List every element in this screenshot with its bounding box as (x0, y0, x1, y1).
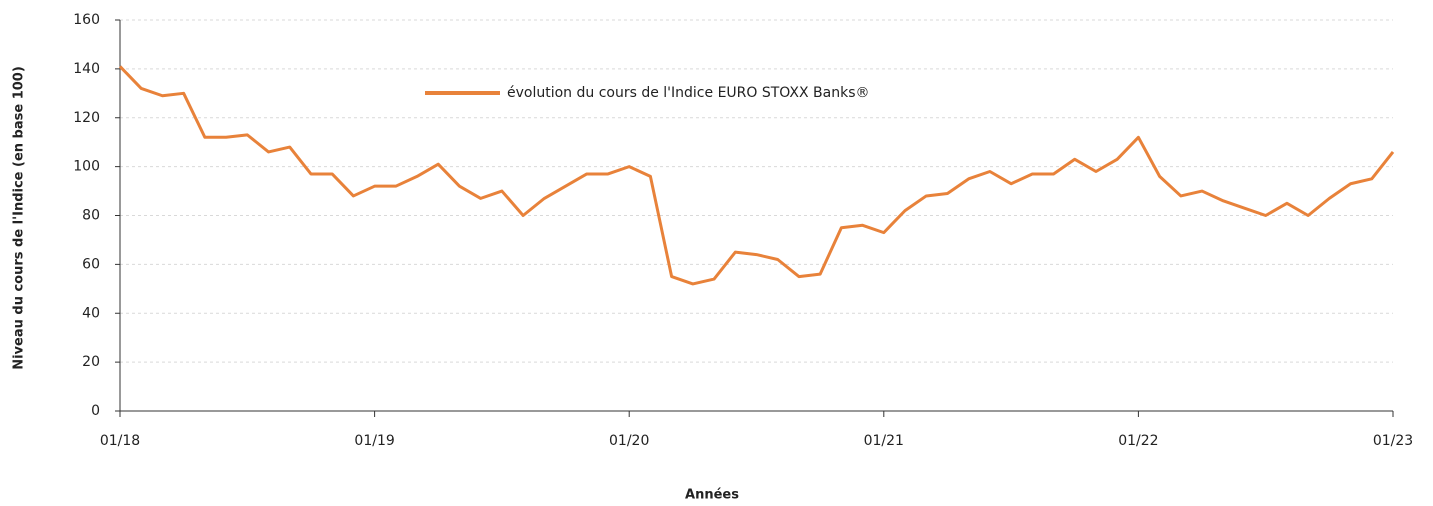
y-tick-label: 80 (82, 208, 100, 224)
y-tick-label: 20 (82, 354, 100, 370)
y-tick-label: 40 (82, 305, 100, 321)
y-tick-label: 0 (91, 403, 100, 419)
x-tick-label: 01/22 (1118, 433, 1158, 449)
x-tick-label: 01/20 (609, 433, 649, 449)
y-tick-label: 60 (82, 256, 100, 272)
y-tick-label: 140 (73, 61, 100, 77)
x-axis-label: Années (685, 488, 739, 503)
y-tick-label: 100 (73, 159, 100, 175)
data-line (118, 65, 1395, 286)
legend-label: évolution du cours de l'Indice EURO STOX… (507, 85, 870, 101)
y-tick-label: 120 (73, 110, 100, 126)
y-tick-label: 160 (73, 12, 100, 28)
x-tick-label: 01/23 (1373, 433, 1413, 449)
y-axis-label: Niveau du cours de l'Indice (en base 100… (12, 66, 27, 370)
x-tick-label: 01/19 (354, 433, 394, 449)
x-tick-label: 01/18 (100, 433, 140, 449)
x-tick-label: 01/21 (864, 433, 904, 449)
